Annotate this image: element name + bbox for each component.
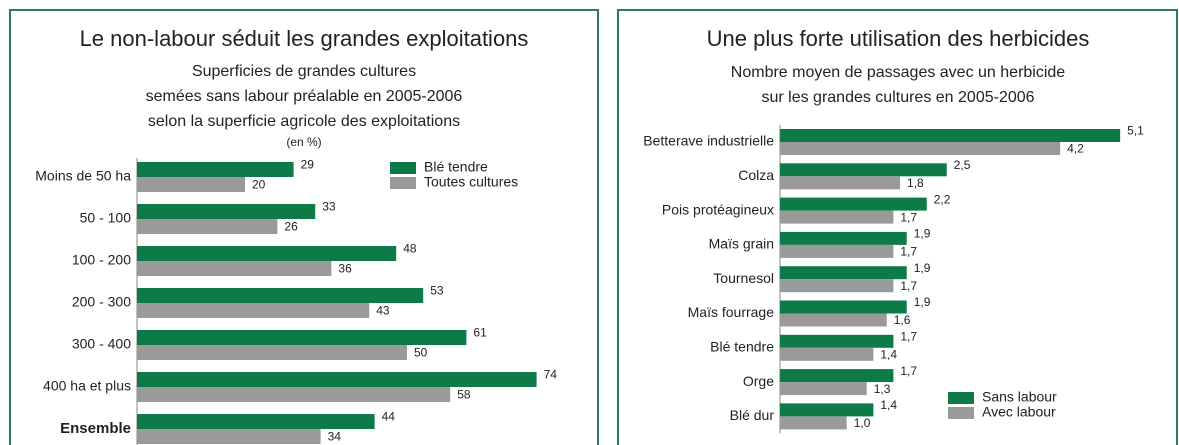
data-label: 58 — [457, 388, 471, 402]
category-label: Blé dur — [730, 407, 775, 423]
category-label: Betterave industrielle — [643, 133, 774, 149]
bar — [780, 382, 867, 396]
bar — [780, 347, 874, 361]
category-label: 400 ha et plus — [43, 378, 131, 394]
bar — [137, 414, 375, 429]
legend-swatch — [948, 392, 974, 404]
category-label: Moins de 50 ha — [35, 168, 131, 184]
data-label: 1,7 — [900, 245, 917, 259]
bar — [780, 266, 907, 280]
data-label: 34 — [328, 430, 342, 444]
bar — [137, 288, 424, 303]
bar — [780, 244, 894, 258]
legend-swatch — [390, 177, 416, 189]
bar — [137, 261, 332, 276]
category-label: Pois protéagineux — [662, 201, 774, 217]
chart-subtitle: semées sans labour préalable en 2005-200… — [146, 88, 463, 105]
bar — [137, 219, 278, 234]
chart-subtitle: Nombre moyen de passages avec un herbici… — [731, 64, 1066, 81]
data-label: 43 — [376, 304, 390, 318]
bar — [780, 142, 1061, 155]
bar — [780, 129, 1121, 142]
data-label: 1,0 — [854, 416, 871, 430]
data-label: 1,4 — [880, 347, 897, 361]
chart-subtitle: selon la superficie agricole des exploit… — [148, 113, 460, 130]
bar — [780, 300, 907, 314]
bar — [137, 330, 467, 345]
category-label: Ensemble — [60, 420, 131, 437]
chart-title: Une plus forte utilisation des herbicide… — [707, 26, 1090, 51]
bar — [780, 231, 907, 245]
panel-border — [617, 9, 1178, 445]
data-label: 1,7 — [900, 329, 917, 343]
data-label: 1,9 — [914, 261, 931, 275]
data-label: 4,2 — [1067, 142, 1084, 156]
bar — [137, 246, 397, 261]
bar — [780, 279, 894, 293]
data-label: 1,7 — [900, 279, 917, 293]
category-label: Maïs fourrage — [688, 304, 775, 320]
data-label: 29 — [301, 158, 315, 172]
data-label: 2,5 — [954, 158, 971, 172]
bar — [780, 403, 874, 417]
data-label: 1,7 — [900, 210, 917, 224]
data-label: 1,9 — [914, 295, 931, 309]
category-label: 300 - 400 — [72, 336, 131, 352]
category-label: Colza — [738, 167, 774, 183]
data-label: 36 — [338, 262, 352, 276]
category-label: Tournesol — [713, 270, 774, 286]
bar — [137, 162, 294, 177]
data-label: 1,4 — [880, 398, 897, 412]
data-label: 1,7 — [900, 364, 917, 378]
data-label: 1,6 — [894, 313, 911, 327]
data-label: 1,8 — [907, 176, 924, 190]
bar — [780, 416, 847, 430]
bar — [780, 210, 894, 224]
legend-swatch — [948, 407, 974, 419]
data-label: 26 — [284, 220, 298, 234]
bar — [137, 387, 451, 402]
bar — [137, 345, 407, 360]
category-label: 50 - 100 — [80, 210, 132, 226]
bar — [137, 372, 537, 387]
legend-swatch — [390, 162, 416, 174]
data-label: 1,3 — [874, 382, 891, 396]
bar — [780, 369, 894, 383]
data-label: 48 — [403, 242, 417, 256]
data-label: 20 — [252, 178, 266, 192]
bar — [137, 177, 245, 192]
data-label: 61 — [473, 326, 487, 340]
legend-label: Toutes cultures — [424, 174, 518, 190]
chart-subtitle: sur les grandes cultures en 2005-2006 — [761, 89, 1034, 106]
category-label: Maïs grain — [709, 236, 774, 252]
category-label: 200 - 300 — [72, 294, 131, 310]
category-label: Orge — [743, 373, 774, 389]
data-label: 2,2 — [934, 192, 951, 206]
data-label: 50 — [414, 346, 428, 360]
bar — [780, 163, 947, 177]
data-label: 33 — [322, 200, 336, 214]
unit-label: (en %) — [286, 135, 321, 149]
category-label: 100 - 200 — [72, 252, 131, 268]
data-label: 5,1 — [1127, 124, 1144, 138]
chart-title: Le non-labour séduit les grandes exploit… — [80, 26, 529, 51]
chart-subtitle: Superficies de grandes cultures — [192, 63, 416, 80]
data-label: 44 — [382, 410, 396, 424]
bar — [137, 429, 321, 444]
data-label: 53 — [430, 284, 444, 298]
bar — [780, 334, 894, 348]
data-label: 1,9 — [914, 227, 931, 241]
legend-label: Avec labour — [982, 404, 1056, 420]
bar — [780, 197, 927, 211]
legend-label: Blé tendre — [424, 159, 488, 175]
bar — [137, 303, 370, 318]
bar — [780, 176, 901, 190]
category-label: Blé tendre — [710, 339, 774, 355]
bar — [137, 204, 316, 219]
data-label: 74 — [544, 368, 558, 382]
bar — [780, 313, 887, 327]
panel-border — [9, 9, 599, 445]
legend-label: Sans labour — [982, 389, 1057, 405]
